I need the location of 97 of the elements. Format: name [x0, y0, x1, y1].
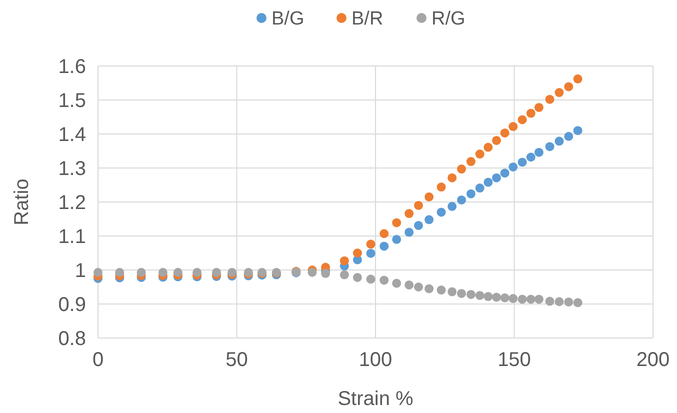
x-tick-label: 50	[226, 349, 248, 371]
point	[414, 220, 424, 230]
y-tick-label: 0.9	[58, 294, 86, 316]
point	[534, 294, 544, 304]
point	[404, 209, 414, 218]
y-tick-label: 1.6	[58, 56, 86, 78]
point	[484, 178, 493, 187]
point	[352, 248, 362, 258]
point	[564, 132, 574, 141]
point	[466, 157, 476, 166]
point	[564, 297, 574, 306]
point	[526, 108, 536, 118]
x-axis-title: Strain %	[338, 388, 414, 410]
point	[475, 291, 484, 300]
point	[380, 276, 389, 285]
legend-label: R/G	[432, 8, 466, 30]
point	[500, 128, 510, 138]
point	[94, 268, 102, 277]
point	[448, 287, 457, 296]
point	[500, 168, 510, 178]
point	[158, 268, 168, 277]
point	[366, 274, 376, 284]
y-tick-label: 0.8	[58, 328, 86, 350]
point	[466, 189, 476, 198]
point	[492, 173, 501, 182]
point	[115, 268, 124, 277]
point	[457, 195, 466, 204]
point	[448, 173, 457, 182]
point	[573, 74, 582, 84]
point	[475, 150, 484, 159]
point	[424, 284, 434, 294]
point	[475, 184, 484, 193]
point	[392, 218, 402, 228]
point	[492, 136, 501, 145]
point	[436, 286, 446, 295]
point	[380, 242, 389, 251]
point	[484, 142, 493, 152]
point	[424, 215, 434, 224]
point	[392, 234, 402, 244]
point	[508, 122, 518, 132]
point	[457, 164, 466, 174]
point	[518, 115, 527, 124]
point	[518, 294, 527, 304]
point	[404, 280, 414, 290]
point	[448, 202, 457, 211]
point	[545, 94, 554, 104]
x-tick-label: 150	[498, 349, 531, 371]
point	[340, 270, 349, 280]
point	[534, 102, 544, 112]
point	[414, 200, 424, 210]
point	[212, 268, 221, 277]
point	[554, 297, 564, 306]
y-tick-label: 1.5	[58, 90, 86, 112]
point	[436, 182, 446, 192]
point	[136, 268, 146, 277]
y-tick-label: 1.3	[58, 158, 86, 180]
point	[518, 158, 527, 167]
point	[424, 192, 434, 202]
point	[526, 152, 536, 162]
point	[366, 240, 376, 249]
point	[392, 278, 402, 288]
y-tick-label: 1.4	[58, 124, 86, 146]
point	[380, 229, 389, 238]
point	[534, 148, 544, 157]
point	[366, 248, 376, 258]
x-tick-label: 100	[358, 349, 392, 371]
point	[554, 88, 564, 98]
point	[466, 290, 476, 299]
y-tick-label: 1	[74, 260, 86, 282]
point	[573, 126, 582, 136]
point	[526, 294, 536, 304]
point	[414, 282, 424, 292]
legend-label: B/R	[352, 8, 384, 30]
point	[508, 162, 518, 172]
point	[192, 268, 202, 277]
x-tick-label: 0	[92, 349, 104, 371]
y-tick-label: 1.2	[58, 192, 86, 214]
point	[545, 142, 554, 152]
point	[457, 288, 466, 298]
legend-label: B/G	[272, 8, 304, 30]
point	[492, 292, 501, 302]
point	[404, 228, 414, 237]
point	[484, 292, 493, 302]
point	[308, 268, 317, 277]
point	[554, 136, 564, 146]
y-axis-title: Ratio	[11, 178, 33, 226]
point	[173, 268, 182, 277]
x-tick-label: 200	[636, 349, 670, 371]
point	[340, 256, 349, 266]
point	[545, 296, 554, 306]
point	[564, 82, 574, 92]
point	[500, 293, 510, 302]
y-tick-label: 1.1	[58, 226, 86, 248]
point	[352, 272, 362, 282]
point	[436, 208, 446, 217]
point	[508, 294, 518, 304]
point	[573, 298, 582, 308]
